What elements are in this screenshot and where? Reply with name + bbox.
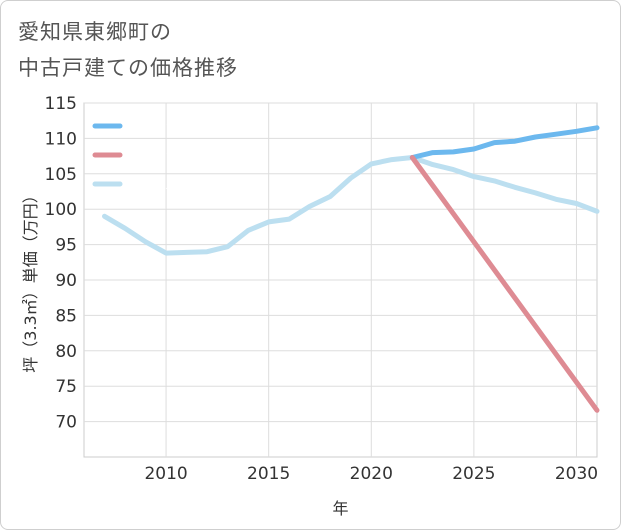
series-line-3 [102, 155, 600, 256]
x-tick-label: 2025 [452, 464, 495, 484]
x-tick-label: 2010 [144, 464, 187, 484]
legend-label: バッドシナリオ [126, 149, 217, 164]
x-tick-label: 2030 [555, 464, 598, 484]
y-tick-label: 85 [55, 306, 77, 326]
legend-label: グッドシナリオ [126, 120, 217, 135]
y-tick-label: 80 [55, 342, 77, 362]
x-tick-label: 2020 [350, 464, 393, 484]
series-line-1 [409, 125, 600, 160]
y-tick-label: 115 [45, 94, 77, 114]
series-line-2 [409, 155, 600, 413]
x-axis-label: 年 [332, 499, 348, 518]
y-tick-label: 100 [45, 200, 77, 220]
y-tick-label: 110 [45, 129, 77, 149]
legend-label: ノーマルシナリオ [126, 178, 230, 193]
grid [83, 102, 598, 458]
y-tick-label: 70 [55, 413, 77, 433]
x-tick-label: 2015 [247, 464, 290, 484]
y-tick-label: 90 [55, 271, 77, 291]
y-tick-label: 105 [45, 165, 77, 185]
series-layer [102, 125, 600, 413]
chart-title: 愛知県東郷町の 中古戸建ての価格推移 [18, 14, 238, 86]
tick-labels: 70 75 80 85 90 95 100 105 110 115 2010 2015 2020 2025… [45, 94, 599, 484]
y-axis-label: 坪（3.3㎡）単価（万円） [21, 187, 40, 372]
y-tick-label: 75 [55, 377, 77, 397]
chart-title-line2: 中古戸建ての価格推移 [18, 56, 238, 80]
chart-title-line1: 愛知県東郷町の [18, 20, 172, 44]
y-tick-label: 95 [55, 236, 77, 256]
